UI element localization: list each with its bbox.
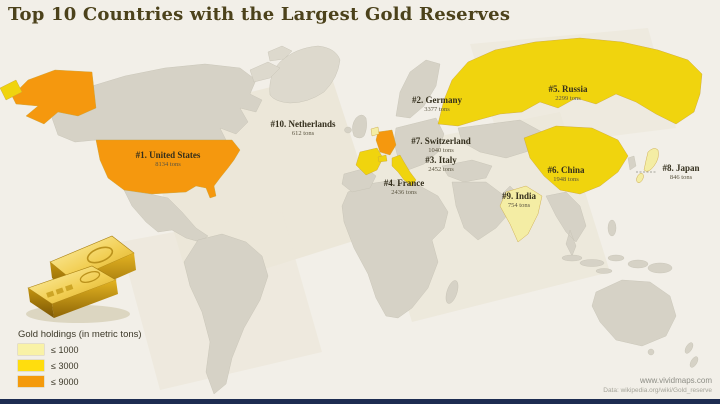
footer: www.vividmaps.com Data: wikipedia.org/wi… xyxy=(603,376,712,395)
legend-label-low: ≤ 1000 xyxy=(51,344,79,355)
island-tasmania xyxy=(647,348,655,356)
country-tons: 8134 tons xyxy=(155,160,181,168)
country-italy xyxy=(391,154,417,187)
country-rank-name: #2. Germany xyxy=(412,95,462,105)
data-source-credit: Data: wikipedia.org/wiki/Gold_reserve xyxy=(603,386,712,394)
country-rank-name: #4. France xyxy=(383,178,425,188)
country-switzerland xyxy=(377,154,388,163)
country-tons: 2299 tons xyxy=(555,94,581,102)
label-united-states: #1. United States 8134 tons xyxy=(135,150,201,168)
gold-bar-front xyxy=(27,265,118,318)
label-russia: #5. Russia 2299 tons xyxy=(548,84,588,102)
country-china xyxy=(523,125,629,195)
continent-australia xyxy=(591,279,677,347)
label-switzerland: #7. Switzerland 1040 tons xyxy=(411,136,471,154)
country-tons: 2452 tons xyxy=(428,165,454,173)
country-rank-name: #6. China xyxy=(547,165,585,175)
country-rank-name: #8. Japan xyxy=(662,163,700,173)
country-netherlands xyxy=(370,126,380,137)
islands-new-zealand xyxy=(684,342,699,368)
page-title: Top 10 Countries with the Largest Gold R… xyxy=(8,4,511,25)
label-france: #4. France 2436 tons xyxy=(383,178,425,196)
islands-indonesia xyxy=(561,219,673,274)
legend-swatch-low xyxy=(18,344,44,355)
country-tons: 2436 tons xyxy=(391,188,417,196)
country-tons: 754 tons xyxy=(507,201,531,209)
country-japan xyxy=(636,148,659,183)
country-russia xyxy=(437,37,703,127)
label-china: #6. China 1948 tons xyxy=(547,165,585,183)
continent-south-america xyxy=(183,233,269,395)
gold-bars-illustration xyxy=(26,235,136,323)
label-india: #9. India 754 tons xyxy=(501,191,537,209)
country-rank-name: #10. Netherlands xyxy=(270,119,336,129)
legend-label-mid: ≤ 3000 xyxy=(51,360,79,371)
continent-africa xyxy=(341,179,449,319)
legend-item-mid: ≤ 3000 xyxy=(18,360,142,371)
continent-canada xyxy=(51,63,263,143)
label-netherlands: #10. Netherlands 612 tons xyxy=(270,119,336,137)
country-tons: 612 tons xyxy=(291,129,315,137)
island-ireland xyxy=(344,126,352,134)
label-italy: #3. Italy 2452 tons xyxy=(425,155,457,173)
legend: Gold holdings (in metric tons) ≤ 1000 ≤ … xyxy=(18,329,142,392)
label-japan: #8. Japan 846 tons xyxy=(662,163,700,181)
legend-swatch-high xyxy=(18,376,44,387)
legend-label-high: ≤ 9000 xyxy=(51,376,79,387)
country-rank-name: #5. Russia xyxy=(548,84,588,94)
legend-item-high: ≤ 9000 xyxy=(18,376,142,387)
island-madagascar xyxy=(445,280,459,304)
arctic-islands xyxy=(249,45,293,83)
country-france xyxy=(355,147,384,176)
country-united-states xyxy=(95,139,241,199)
country-india xyxy=(499,185,543,243)
legend-title: Gold holdings (in metric tons) xyxy=(18,329,142,340)
country-rank-name: #3. Italy xyxy=(425,155,457,165)
continent-greenland xyxy=(269,45,341,104)
region-southeast-asia xyxy=(545,191,587,257)
country-tons: 846 tons xyxy=(669,173,693,181)
country-tons: 3377 tons xyxy=(424,105,450,113)
country-russia-chukotka xyxy=(0,79,23,101)
region-korea xyxy=(627,155,637,171)
country-tons: 1948 tons xyxy=(553,175,579,183)
region-central-asia xyxy=(457,119,543,159)
country-tons: 1040 tons xyxy=(428,146,454,154)
country-rank-name: #1. United States xyxy=(135,150,201,160)
legend-item-low: ≤ 1000 xyxy=(18,344,142,355)
label-germany: #2. Germany 3377 tons xyxy=(412,95,462,113)
legend-swatch-mid xyxy=(18,360,44,371)
region-turkey xyxy=(441,159,493,183)
website-credit: www.vividmaps.com xyxy=(639,376,712,386)
region-scandinavia xyxy=(395,59,441,119)
island-britain xyxy=(352,114,367,139)
country-alaska-united-states xyxy=(11,69,97,125)
bottom-accent-bar xyxy=(0,399,720,404)
country-germany xyxy=(375,129,397,156)
country-rank-name: #7. Switzerland xyxy=(411,136,471,146)
country-rank-name: #9. India xyxy=(501,191,537,201)
